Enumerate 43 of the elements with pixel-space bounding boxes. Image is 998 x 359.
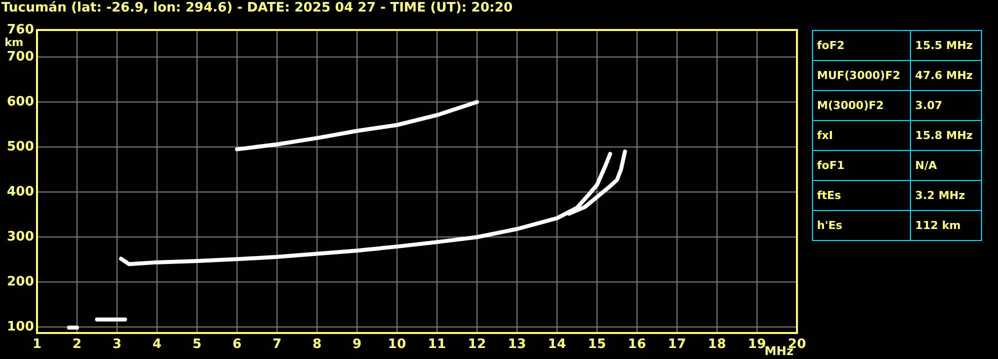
chart-title: Tucumán (lat: -26.9, lon: 294.6) - DATE: 2025 04 27 - TIME (UT): 20:20 [1,0,513,16]
text: 15.8 MHz [910,120,982,150]
x-tick-label: 7 [272,337,282,352]
text: 47.6 MHz [910,60,982,90]
y-axis-title: km [4,36,24,49]
y-tick-label: 700 [6,49,34,64]
x-tick-label: 2 [72,337,82,352]
x-tick-label: 15 [588,337,606,352]
x-tick-label: 10 [388,337,406,352]
x-tick-label: 11 [428,337,446,352]
text: 3.2 MHz [910,180,982,210]
text: 15.5 MHz [910,30,982,60]
text: ftEs [812,180,911,210]
x-tick-label: 17 [668,337,686,352]
y-tick-label: 500 [6,139,34,154]
x-tick-label: 18 [708,337,726,352]
x-tick-label: 8 [312,337,322,352]
x-tick-label: 16 [628,337,646,352]
text: 3.07 [910,90,982,120]
y-tick-label: 200 [6,274,34,290]
text: foF1 [812,150,911,180]
y-tick-label: 100 [6,320,34,335]
y-tick-label: 600 [6,94,34,110]
text: fxI [812,120,911,150]
text: h'Es [812,210,911,240]
x-tick-label: 6 [232,337,242,352]
x-tick-label: 4 [152,337,162,352]
x-tick-label: 19 [748,337,766,352]
text: N/A [910,150,982,180]
x-tick-label: 14 [548,337,566,352]
y-tick-label: 760 [6,22,34,38]
x-tick-label: 3 [112,337,122,352]
x-tick-label: 5 [192,337,202,352]
text: M(3000)F2 [812,90,911,120]
x-tick-label: 1 [32,337,42,352]
x-tick-label: 12 [468,337,486,352]
text: 112 km [910,210,982,240]
x-tick-label: 9 [352,337,362,352]
x-tick-label: 13 [508,337,526,352]
y-tick-label: 400 [6,184,34,200]
y-tick-label: 300 [6,229,34,244]
text: MUF(3000)F2 [812,60,911,90]
text: foF2 [812,30,911,60]
